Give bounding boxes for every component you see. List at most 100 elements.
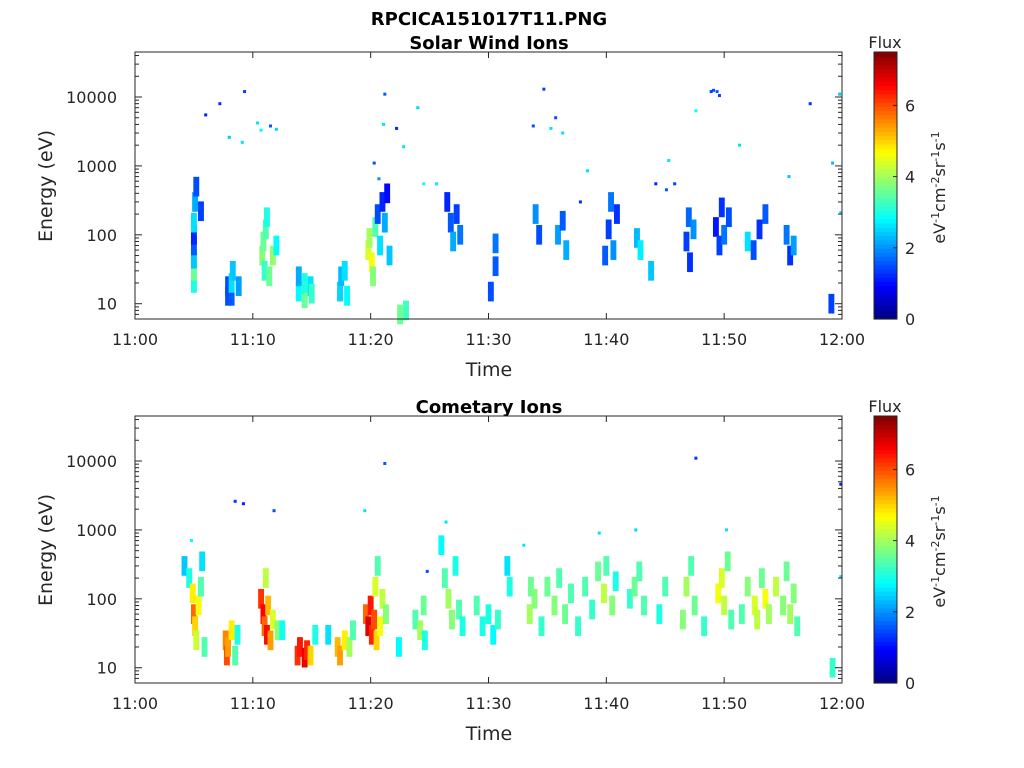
solar-wind-colorbar-title: Flux [868, 33, 901, 52]
flux-cell-0-33 [365, 240, 372, 260]
colorbar-swatch-1-59 [874, 432, 897, 438]
flux-dot-0-14 [402, 145, 406, 149]
flux-cell-0-18 [262, 219, 269, 240]
flux-dot-0-38 [838, 92, 842, 96]
colorbar-unit-part-0-0: eV [930, 223, 949, 244]
flux-cell-1-9 [201, 637, 208, 657]
colorbar-swatch-0-22 [874, 223, 897, 228]
flux-cell-1-100 [728, 609, 735, 630]
colorbar-swatch-0-38 [874, 156, 897, 162]
flux-cell-1-5 [193, 630, 200, 651]
flux-cell-0-22 [273, 235, 280, 256]
cometary-y-axis-label: Energy (eV) [35, 494, 57, 606]
colorbar-swatch-0-20 [874, 231, 897, 237]
flux-cell-1-15 [234, 625, 241, 645]
colorbar-unit-part-0-1: -1 [929, 212, 942, 223]
flux-dot-1-3 [272, 509, 276, 513]
flux-dot-0-30 [709, 90, 713, 94]
flux-cell-1-27 [297, 637, 303, 657]
colorbar-swatch-0-58 [874, 72, 897, 78]
colorbar-swatch-1-30 [874, 553, 897, 559]
flux-cell-0-30 [338, 266, 345, 287]
flux-cell-1-81 [601, 583, 607, 604]
flux-cell-1-53 [421, 630, 428, 651]
colorbar-swatch-0-13 [874, 260, 897, 266]
flux-cell-0-57 [559, 210, 566, 231]
colorbar-swatch-0-63 [874, 52, 897, 57]
flux-cell-1-2 [189, 583, 196, 604]
flux-dot-1-8 [522, 543, 526, 547]
flux-cell-1-46 [377, 616, 384, 637]
flux-cell-1-56 [445, 588, 452, 609]
flux-dot-1-11 [694, 456, 698, 460]
colorbar-unit-label-0: eV-1cm-2sr-1s-1 [929, 131, 949, 243]
colorbar-swatch-1-18 [874, 603, 897, 609]
colorbar-swatch-1-3 [874, 666, 897, 672]
y-tick-label-0-0: 10 [97, 295, 117, 314]
flux-cell-0-36 [370, 266, 376, 287]
flux-cell-0-25 [301, 288, 308, 309]
colorbar-swatch-0-28 [874, 198, 897, 203]
colorbar-swatch-0-43 [874, 135, 897, 141]
colorbar-swatch-1-28 [874, 562, 897, 567]
flux-dot-0-33 [717, 94, 721, 98]
flux-cell-1-86 [631, 576, 638, 597]
colorbar-swatch-1-22 [874, 587, 897, 592]
flux-cell-0-59 [602, 245, 609, 266]
flux-cell-0-72 [716, 235, 723, 256]
flux-dot-1-4 [363, 509, 367, 513]
flux-cell-1-54 [438, 535, 445, 556]
flux-cell-0-81 [787, 245, 794, 266]
colorbar-swatch-0-34 [874, 172, 897, 178]
flux-cell-1-106 [762, 588, 769, 609]
flux-cell-0-53 [487, 281, 494, 302]
colorbar-swatch-0-57 [874, 77, 897, 82]
colorbar-swatch-1-2 [874, 670, 897, 676]
flux-cell-0-31 [341, 261, 348, 281]
flux-dot-0-39 [839, 211, 843, 215]
flux-cell-1-34 [337, 645, 343, 666]
flux-cell-1-37 [350, 620, 356, 641]
colorbar-swatch-1-31 [874, 549, 897, 555]
flux-cell-0-10 [225, 276, 232, 296]
colorbar-unit-part-1-1: -1 [929, 576, 942, 587]
flux-dot-1-7 [444, 520, 448, 524]
flux-cell-0-46 [444, 192, 451, 212]
flux-cell-0-62 [610, 240, 617, 260]
flux-cell-1-12 [225, 637, 232, 657]
flux-dot-0-35 [787, 175, 791, 179]
flux-cell-1-47 [379, 588, 386, 609]
flux-cell-1-83 [609, 595, 616, 616]
flux-cell-0-61 [608, 192, 614, 212]
colorbar-swatch-1-14 [874, 620, 897, 626]
solar-wind-x-axis-label: Time [465, 359, 513, 381]
flux-dot-0-36 [808, 102, 812, 106]
flux-cell-1-42 [371, 609, 378, 630]
colorbar-swatch-1-39 [874, 516, 897, 521]
flux-cell-0-77 [750, 240, 757, 260]
flux-cell-0-52 [492, 233, 499, 254]
colorbar-swatch-0-12 [874, 264, 897, 270]
flux-dot-0-32 [715, 90, 719, 94]
y-tick-label-0-3: 10000 [66, 88, 117, 107]
flux-cell-0-2 [190, 248, 197, 269]
colorbar-swatch-1-37 [874, 524, 897, 530]
flux-cell-1-62 [479, 616, 486, 637]
colorbar-swatch-0-16 [874, 248, 897, 253]
colorbar-unit-part-1-3: -2 [929, 541, 942, 552]
flux-cell-0-13 [229, 261, 236, 281]
flux-cell-1-29 [304, 640, 310, 660]
flux-cell-1-13 [228, 620, 235, 641]
x-tick-label-0-1: 11:10 [230, 330, 276, 349]
flux-dot-0-24 [585, 169, 589, 173]
colorbar-swatch-0-50 [874, 106, 897, 111]
flux-dot-1-9 [597, 531, 601, 535]
flux-cell-1-51 [417, 620, 424, 641]
solar-wind-heatmap [190, 87, 843, 325]
flux-dot-1-5 [383, 462, 387, 465]
colorbar-swatch-1-24 [874, 578, 897, 584]
flux-dot-0-37 [831, 161, 835, 165]
colorbar-swatch-1-55 [874, 449, 897, 455]
flux-cell-1-80 [595, 561, 602, 582]
